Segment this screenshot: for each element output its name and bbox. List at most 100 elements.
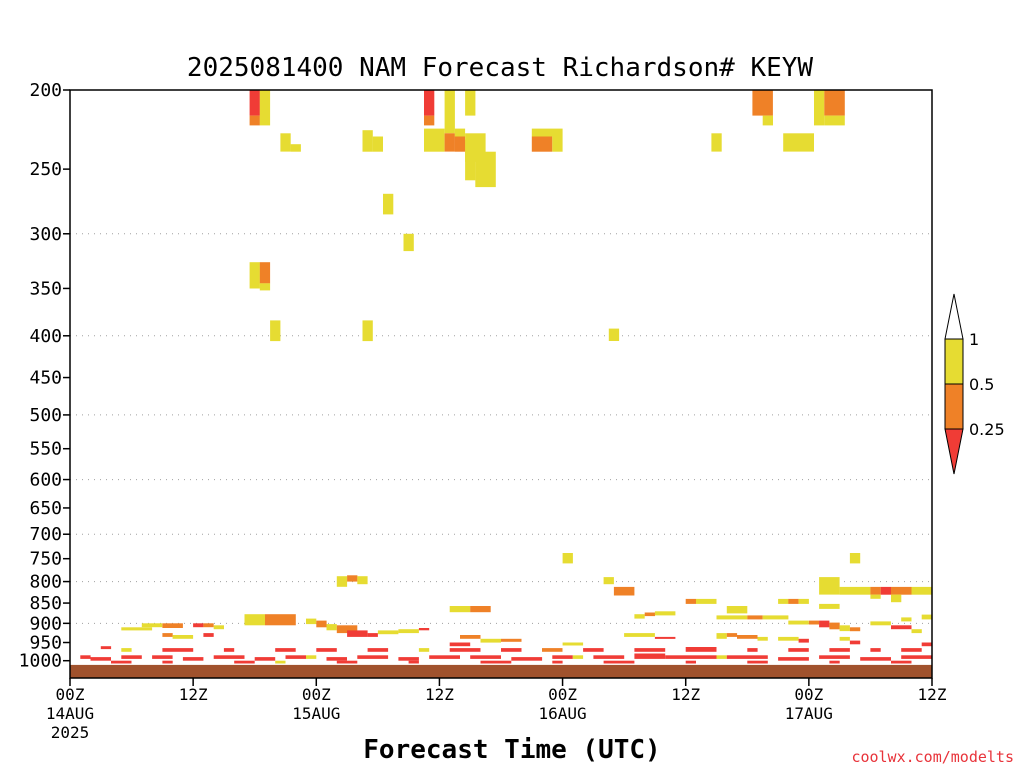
ri-cell: [716, 633, 727, 639]
x-tick-label: 17AUG: [785, 704, 833, 723]
ri-cell: [362, 130, 373, 152]
ri-cell: [808, 620, 820, 625]
ri-cell: [316, 648, 337, 652]
ri-cell: [203, 633, 214, 637]
ri-cell: [583, 648, 604, 652]
ri-cell: [870, 594, 881, 599]
x-tick-label: 12Z: [671, 685, 700, 704]
ri-cell: [326, 657, 347, 661]
ri-cell: [762, 615, 789, 620]
ri-cell: [891, 660, 912, 664]
ri-cell: [408, 660, 419, 664]
ri-cell: [788, 648, 809, 652]
ri-cell: [624, 633, 655, 637]
ri-cell: [921, 614, 932, 620]
ri-cell: [162, 633, 173, 637]
ri-cell: [819, 577, 840, 595]
ri-cell: [562, 553, 573, 564]
ri-cell: [121, 627, 153, 631]
y-tick-label: 750: [29, 549, 62, 570]
ri-cell: [552, 655, 573, 659]
ri-cell: [403, 233, 414, 252]
ri-cell: [824, 90, 845, 116]
ri-cell: [480, 660, 512, 664]
ri-cell: [891, 586, 912, 595]
y-tick-label: 450: [29, 368, 62, 389]
ri-cell: [901, 648, 922, 652]
ri-cell: [814, 90, 825, 126]
ri-cell: [531, 128, 563, 137]
ri-cell: [362, 320, 373, 342]
ri-cell: [634, 648, 666, 652]
ri-cell: [685, 598, 696, 604]
ri-cell: [223, 648, 235, 652]
ri-cell: [747, 660, 768, 664]
ri-cell: [398, 629, 419, 634]
ri-cell: [80, 655, 91, 659]
ri-cell: [449, 648, 481, 652]
ri-cell: [839, 586, 871, 595]
credit-text: coolwx.com/modelts: [851, 748, 1014, 766]
ri-cell: [901, 617, 912, 622]
ri-cell: [336, 625, 358, 634]
ri-cell: [634, 614, 645, 619]
ri-cell: [870, 586, 881, 595]
y-tick-label: 650: [29, 498, 62, 519]
cell-layer: [70, 90, 932, 678]
legend-triangle-top: [944, 293, 964, 340]
x-axis-label: Forecast Time (UTC): [363, 735, 660, 765]
ri-cell: [726, 655, 768, 659]
ri-cell: [270, 320, 281, 342]
ri-cell: [152, 655, 173, 659]
ri-cell: [608, 328, 620, 341]
y-tick-label: 700: [29, 524, 62, 545]
ri-cell: [613, 586, 635, 596]
ri-cell: [726, 633, 738, 637]
ri-cell: [552, 136, 563, 152]
ri-cell: [213, 625, 224, 630]
ri-cell: [783, 133, 814, 152]
ri-cell: [418, 628, 430, 631]
ri-cell: [285, 655, 306, 659]
x-tick-label: 00Z: [794, 685, 823, 704]
ri-cell: [798, 598, 809, 604]
y-tick-label: 850: [29, 593, 62, 614]
ri-cell: [839, 636, 850, 641]
ri-cell: [141, 623, 163, 628]
ri-cell: [849, 553, 861, 564]
chart-title: 2025081400 NAM Forecast Richardson# KEYW: [187, 53, 813, 83]
ri-cell: [383, 193, 394, 215]
ri-cell: [162, 648, 194, 652]
ri-cell: [552, 660, 563, 664]
plot-frame: [69, 89, 933, 679]
ri-cell: [685, 660, 696, 664]
ri-cell: [531, 136, 553, 152]
ri-cell: [316, 620, 327, 628]
ri-cell: [460, 635, 481, 639]
x-tick-label: 12Z: [179, 685, 208, 704]
ri-cell: [737, 635, 758, 639]
x-tick-label: 15AUG: [292, 704, 340, 723]
ri-cell: [911, 629, 922, 634]
ri-cell: [275, 660, 286, 664]
ri-cell: [829, 648, 850, 652]
ri-cell: [891, 625, 912, 630]
ri-cell: [475, 151, 496, 188]
legend-triangle-bottom: [944, 428, 964, 475]
ri-cell: [819, 603, 840, 609]
ri-cell: [901, 655, 932, 659]
ri-cell: [911, 586, 932, 595]
ri-cell: [234, 660, 255, 664]
x-tick-label: 00Z: [302, 685, 331, 704]
y-tick-label: 500: [29, 405, 62, 426]
grid-layer: [70, 233, 932, 624]
ri-cell: [824, 115, 845, 126]
x-tick-label: 12Z: [918, 685, 947, 704]
ri-cell: [367, 633, 378, 637]
ri-cell: [424, 115, 435, 126]
legend: 1 0.5 0.25: [944, 293, 1005, 475]
ri-cell: [747, 615, 763, 620]
ri-cell: [121, 655, 142, 659]
ri-cell: [829, 622, 840, 630]
legend-label: 1: [969, 330, 979, 349]
